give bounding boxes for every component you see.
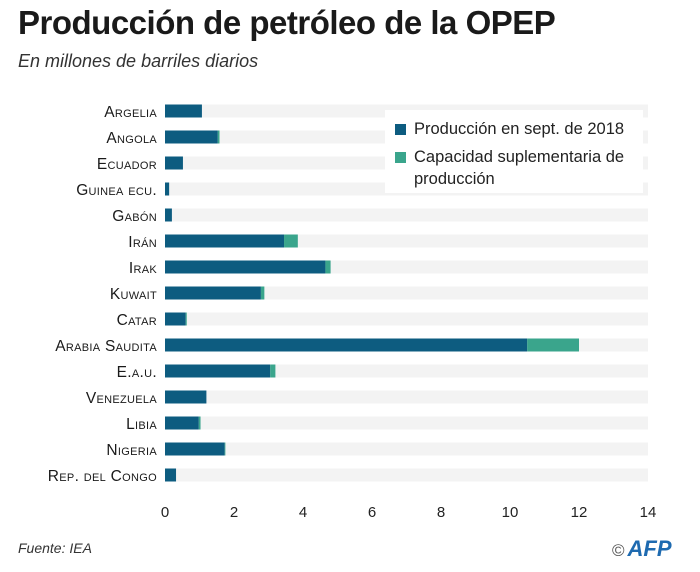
legend-label: Producción en sept. de 2018 [414, 120, 625, 138]
chart-subtitle: En millones de barriles diarios [18, 51, 259, 71]
category-label: Nigeria [106, 442, 157, 459]
afp-logo: © AFP [612, 536, 672, 562]
category-label: Guinea ecu. [76, 182, 157, 199]
bar-track [165, 468, 648, 482]
category-label: Gabón [112, 208, 157, 225]
category-label: Angola [106, 130, 157, 147]
category-labels: Argelia Angola Ecuador Guinea ecu. Gabón Irán… [48, 104, 157, 485]
bars [165, 104, 579, 482]
bar-track [165, 390, 648, 404]
source-note: Fuente: IEA [18, 540, 92, 556]
category-label: Catar [117, 312, 157, 329]
bar-production [165, 364, 271, 378]
bar-track [165, 208, 648, 222]
bar-track [165, 416, 648, 430]
bar-track [165, 442, 648, 456]
bar-spare-capacity [527, 338, 579, 352]
x-tick-label: 12 [571, 504, 588, 521]
bar-spare-capacity [270, 364, 276, 378]
bar-production [165, 390, 207, 404]
bar-production [165, 442, 225, 456]
bar-track [165, 286, 648, 300]
x-tick-label: 4 [299, 504, 307, 521]
bar-production [165, 286, 261, 300]
bar-production [165, 416, 199, 430]
logo-text: AFP [627, 536, 672, 561]
bar-production [165, 104, 202, 118]
category-label: Irán [128, 234, 157, 251]
category-label: Venezuela [86, 390, 157, 407]
legend: Producción en sept. de 2018 Capacidad su… [385, 110, 643, 193]
bar-track [165, 312, 648, 326]
x-tick-label: 10 [502, 504, 519, 521]
copyright-symbol: © [612, 541, 625, 560]
category-label: Ecuador [97, 156, 157, 173]
bar-spare-capacity [198, 416, 201, 430]
legend-label: Capacidad suplementaria de producción [414, 148, 625, 188]
bar-spare-capacity [325, 260, 331, 274]
bar-production [165, 260, 326, 274]
category-label: Irak [129, 260, 157, 277]
x-tick-label: 8 [437, 504, 445, 521]
category-label: Arabia Saudita [55, 338, 157, 355]
bar-production [165, 312, 186, 326]
category-label: Rep. del Congo [48, 468, 157, 485]
x-tick-label: 0 [161, 504, 169, 521]
category-label: Kuwait [110, 286, 157, 303]
bar-spare-capacity [260, 286, 265, 300]
bar-spare-capacity [284, 234, 298, 248]
x-tick-label: 2 [230, 504, 238, 521]
bar-spare-capacity [185, 312, 187, 326]
bar-production [165, 156, 183, 170]
bar-spare-capacity [224, 442, 226, 456]
category-label: E.a.u. [117, 364, 157, 381]
bar-production [165, 234, 285, 248]
bar-production [165, 208, 172, 222]
x-tick-label: 6 [368, 504, 376, 521]
bar-production [165, 338, 528, 352]
legend-swatch-production [395, 124, 406, 135]
bar-production [165, 130, 218, 144]
bar-track [165, 364, 648, 378]
x-tick-label: 14 [640, 504, 657, 521]
category-label: Libia [126, 416, 157, 433]
bar-production [165, 182, 170, 196]
category-label: Argelia [104, 104, 157, 121]
bar-production [165, 468, 177, 482]
chart-title: Producción de petróleo de la OPEP [18, 4, 556, 41]
legend-swatch-spare [395, 152, 406, 163]
bar-spare-capacity [217, 130, 220, 144]
x-axis-ticks: 0 2 4 6 8 10 12 14 [161, 504, 657, 521]
